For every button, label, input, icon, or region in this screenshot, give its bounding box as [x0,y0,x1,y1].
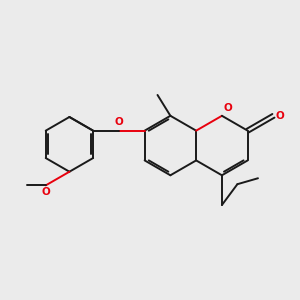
Text: O: O [224,103,232,113]
Text: O: O [41,187,50,197]
Text: O: O [276,111,285,121]
Text: O: O [115,117,123,127]
